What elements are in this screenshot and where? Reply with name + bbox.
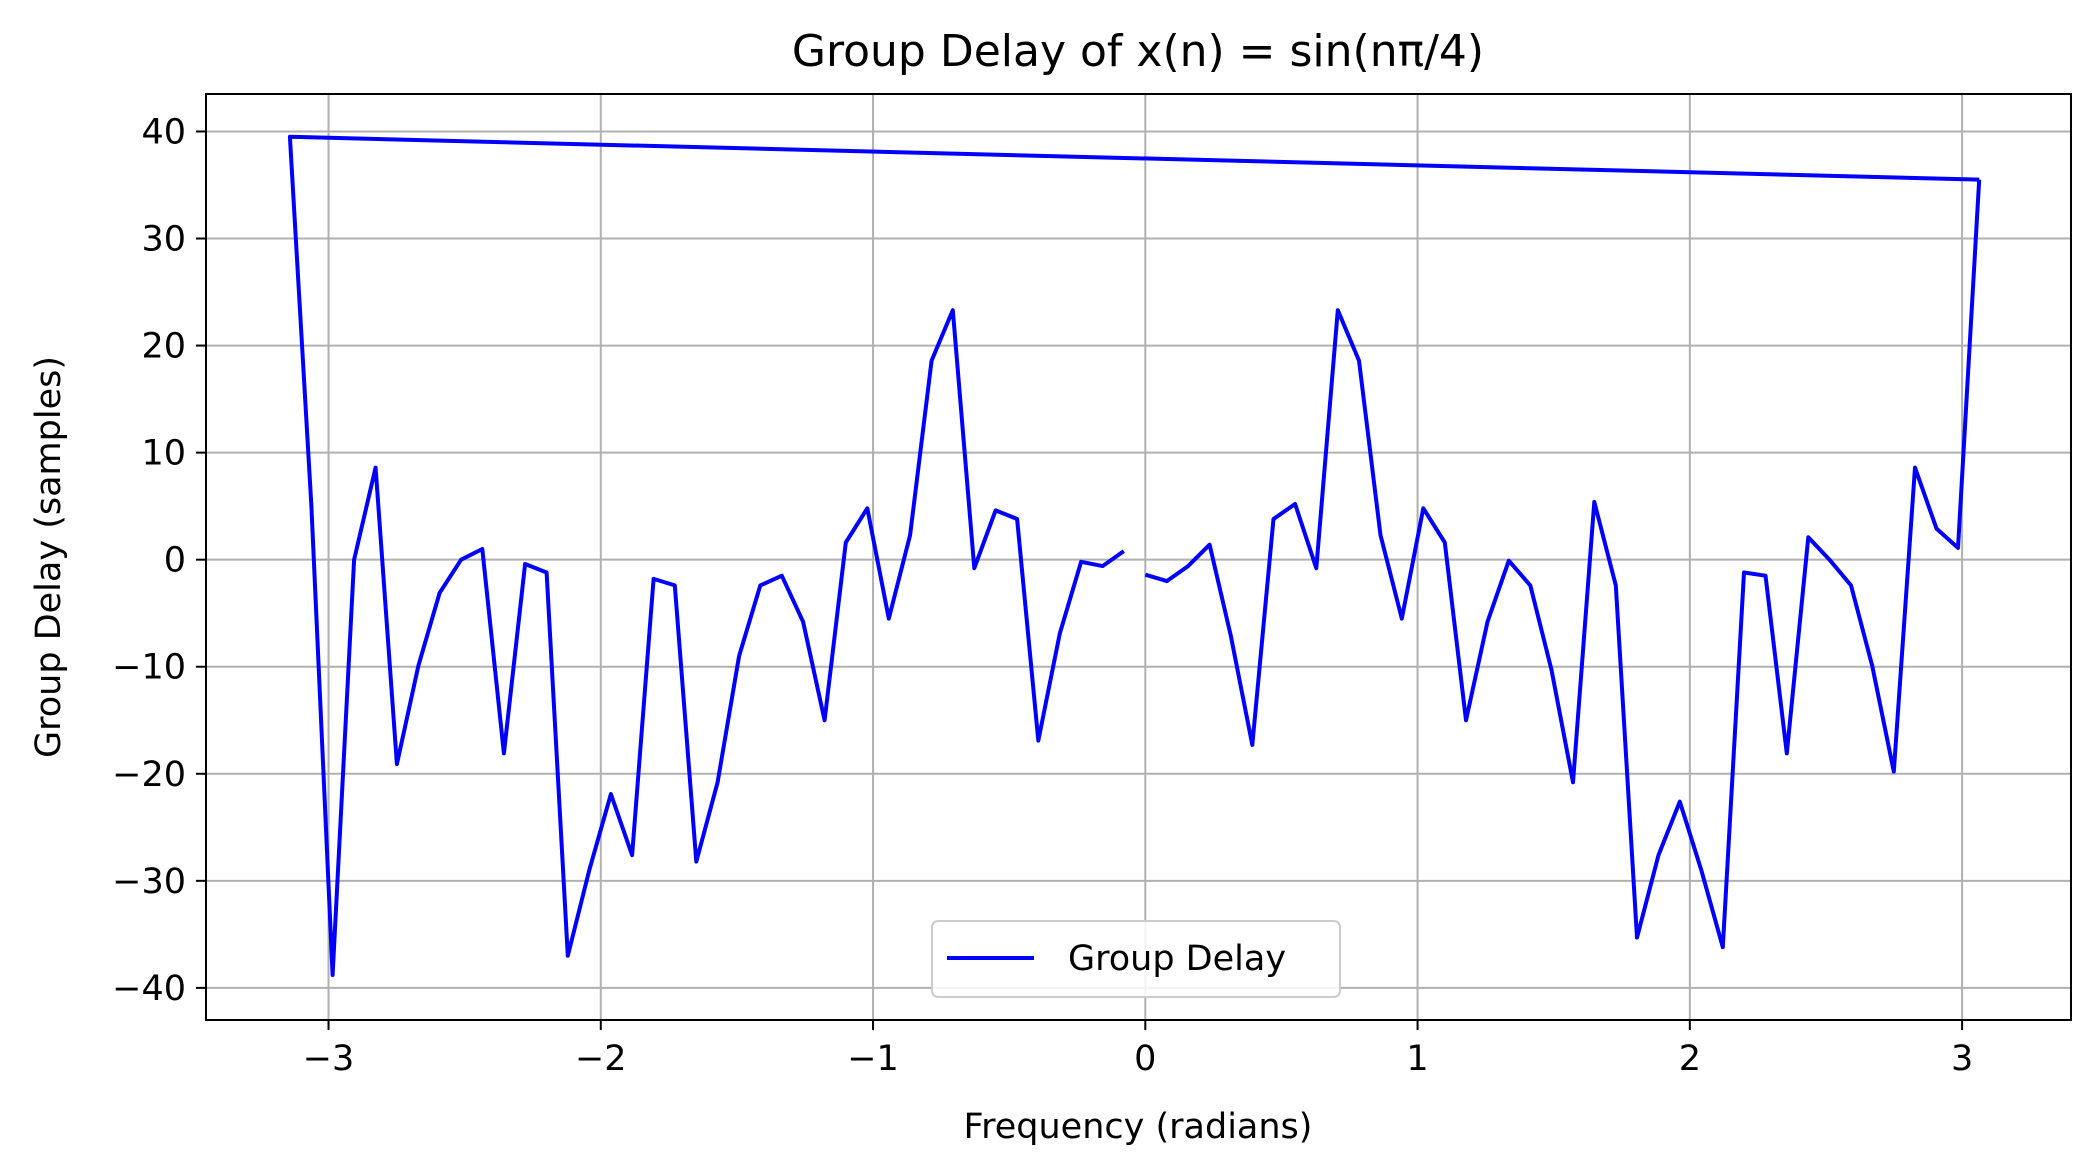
series-line-group-delay: [1144, 179, 1982, 950]
y-tick-label: 30: [141, 220, 186, 260]
y-tick-label: 20: [141, 327, 186, 367]
x-tick-label: −1: [847, 1039, 899, 1079]
y-tick-label: 10: [141, 434, 186, 474]
x-tick-label: 3: [1951, 1039, 1973, 1079]
x-tick-label: −2: [575, 1039, 627, 1079]
x-tick-label: 1: [1406, 1039, 1428, 1079]
y-axis-label: Group Delay (samples): [29, 356, 69, 758]
legend-label: Group Delay: [1068, 939, 1286, 979]
legend-box: [931, 920, 1341, 998]
series-layer: [287, 134, 1982, 977]
plot-frame: [205, 93, 2072, 1021]
legend: Group Delay: [931, 920, 1341, 998]
y-tick-label: −30: [112, 862, 186, 902]
x-axis-label: Frequency (radians): [964, 1107, 1313, 1147]
x-tick-label: 2: [1679, 1039, 1701, 1079]
x-tick-label: 0: [1134, 1039, 1156, 1079]
y-tick-label: −10: [112, 648, 186, 688]
series-line-group-delay: [287, 134, 1980, 977]
y-tick-label: 40: [141, 112, 186, 152]
y-tick-label: −20: [112, 755, 186, 795]
grid-lines: [206, 94, 2071, 1020]
chart-title: Group Delay of x(n) = sin(nπ/4): [792, 26, 1484, 77]
x-tick-label: −3: [303, 1039, 355, 1079]
y-tick-label: −40: [112, 969, 186, 1009]
y-tick-label: 0: [164, 541, 186, 581]
